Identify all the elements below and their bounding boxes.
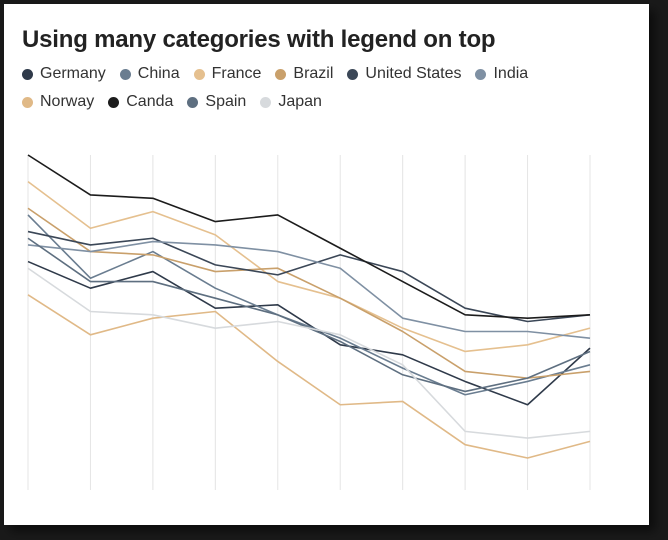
legend-swatch bbox=[193, 68, 205, 80]
legend-label: Spain bbox=[205, 93, 247, 110]
legend-swatch bbox=[22, 68, 33, 80]
legend-item-canda[interactable]: Canda bbox=[108, 92, 173, 112]
series-line-norway[interactable] bbox=[27, 294, 591, 459]
chart-legend: Germany China France Brazil United States Ind… bbox=[22, 64, 622, 112]
series-line-india[interactable] bbox=[27, 240, 591, 339]
series-line-brazil[interactable] bbox=[27, 207, 591, 379]
legend-swatch bbox=[119, 68, 131, 80]
legend-item-united-states[interactable]: United States bbox=[347, 64, 461, 84]
legend-label: India bbox=[493, 65, 529, 82]
legend-label: Germany bbox=[40, 65, 106, 82]
legend-swatch bbox=[275, 68, 287, 80]
chart-card: Using many categories with legend on top… bbox=[4, 4, 649, 525]
legend-label: China bbox=[137, 65, 180, 82]
legend-item-india[interactable]: India bbox=[475, 64, 528, 84]
legend-label: Japan bbox=[278, 93, 322, 110]
legend-swatch bbox=[347, 68, 359, 80]
legend-label: Brazil bbox=[293, 65, 334, 82]
legend-label: Norway bbox=[40, 93, 95, 110]
legend-item-china[interactable]: China bbox=[119, 64, 180, 84]
series-line-united-states[interactable] bbox=[27, 230, 591, 323]
legend-swatch bbox=[108, 96, 120, 108]
series-line-germany[interactable] bbox=[27, 260, 591, 406]
legend-item-france[interactable]: France bbox=[193, 64, 262, 84]
series-line-france[interactable] bbox=[27, 180, 591, 353]
legend-label: Canda bbox=[126, 93, 174, 110]
legend-swatch bbox=[22, 96, 33, 108]
legend-item-japan[interactable]: Japan bbox=[260, 92, 322, 112]
legend-item-germany[interactable]: Germany bbox=[22, 64, 106, 84]
series-line-spain[interactable] bbox=[27, 237, 591, 393]
legend-swatch bbox=[187, 96, 199, 108]
legend-item-spain[interactable]: Spain bbox=[187, 92, 246, 112]
legend-item-brazil[interactable]: Brazil bbox=[275, 64, 333, 84]
series-line-china[interactable] bbox=[27, 214, 591, 396]
legend-swatch bbox=[260, 96, 272, 108]
legend-label: United States bbox=[365, 65, 462, 82]
legend-label: France bbox=[211, 65, 262, 82]
legend-item-norway[interactable]: Norway bbox=[22, 92, 94, 112]
legend-swatch bbox=[475, 68, 487, 80]
chart-title: Using many categories with legend on top bbox=[22, 26, 496, 53]
series-line-canda[interactable] bbox=[27, 154, 591, 319]
series-line-japan[interactable] bbox=[27, 267, 591, 439]
